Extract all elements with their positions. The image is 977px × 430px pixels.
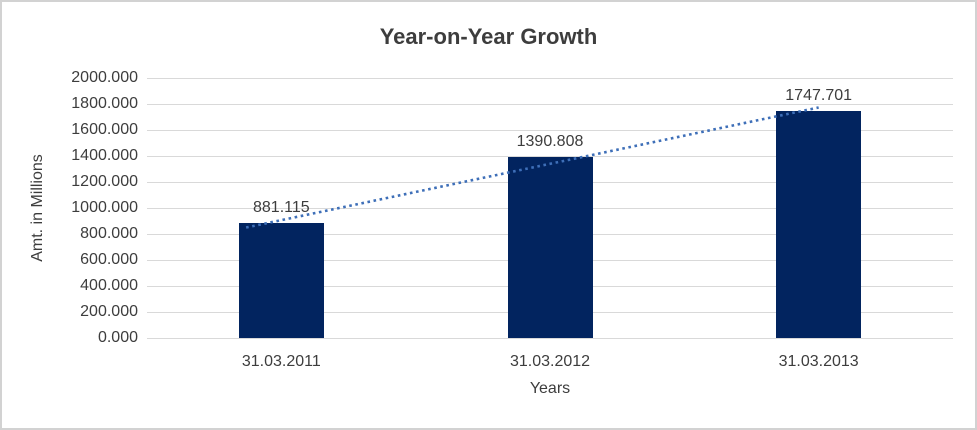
y-tick-label: 1000.000	[71, 199, 138, 216]
bar-31.03.2013	[776, 110, 862, 338]
data-label-31.03.2013: 1747.701	[785, 86, 853, 104]
y-tick-label: 0.000	[97, 329, 138, 346]
y-tick-label: 1600.000	[71, 121, 138, 138]
gridline-1800.000	[147, 103, 953, 105]
y-tick-label: 200.000	[80, 303, 138, 320]
y-tick-label: 600.000	[80, 251, 138, 268]
x-tick-label-31.03.2013: 31.03.2013	[778, 353, 859, 370]
y-tick-label: 400.000	[80, 277, 138, 294]
bar-31.03.2012	[507, 157, 593, 338]
y-tick-label: 1800.000	[71, 95, 138, 112]
y-tick-label: 1400.000	[71, 147, 138, 164]
x-tick-label-31.03.2011: 31.03.2011	[241, 353, 321, 370]
y-tick-label: 2000.000	[71, 69, 138, 86]
bar-31.03.2011	[238, 223, 324, 338]
gridline-2000.000	[147, 77, 953, 79]
data-label-31.03.2012: 1390.808	[516, 133, 584, 151]
x-axis-title: Years	[529, 380, 571, 397]
data-label-31.03.2011: 881.115	[253, 199, 310, 217]
y-tick-label: 800.000	[80, 225, 138, 242]
x-tick-label-31.03.2012: 31.03.2012	[509, 353, 591, 370]
gridline-0.000	[147, 337, 953, 339]
chart-title: Year-on-Year Growth	[379, 24, 598, 49]
y-tick-label: 1200.000	[71, 173, 138, 190]
